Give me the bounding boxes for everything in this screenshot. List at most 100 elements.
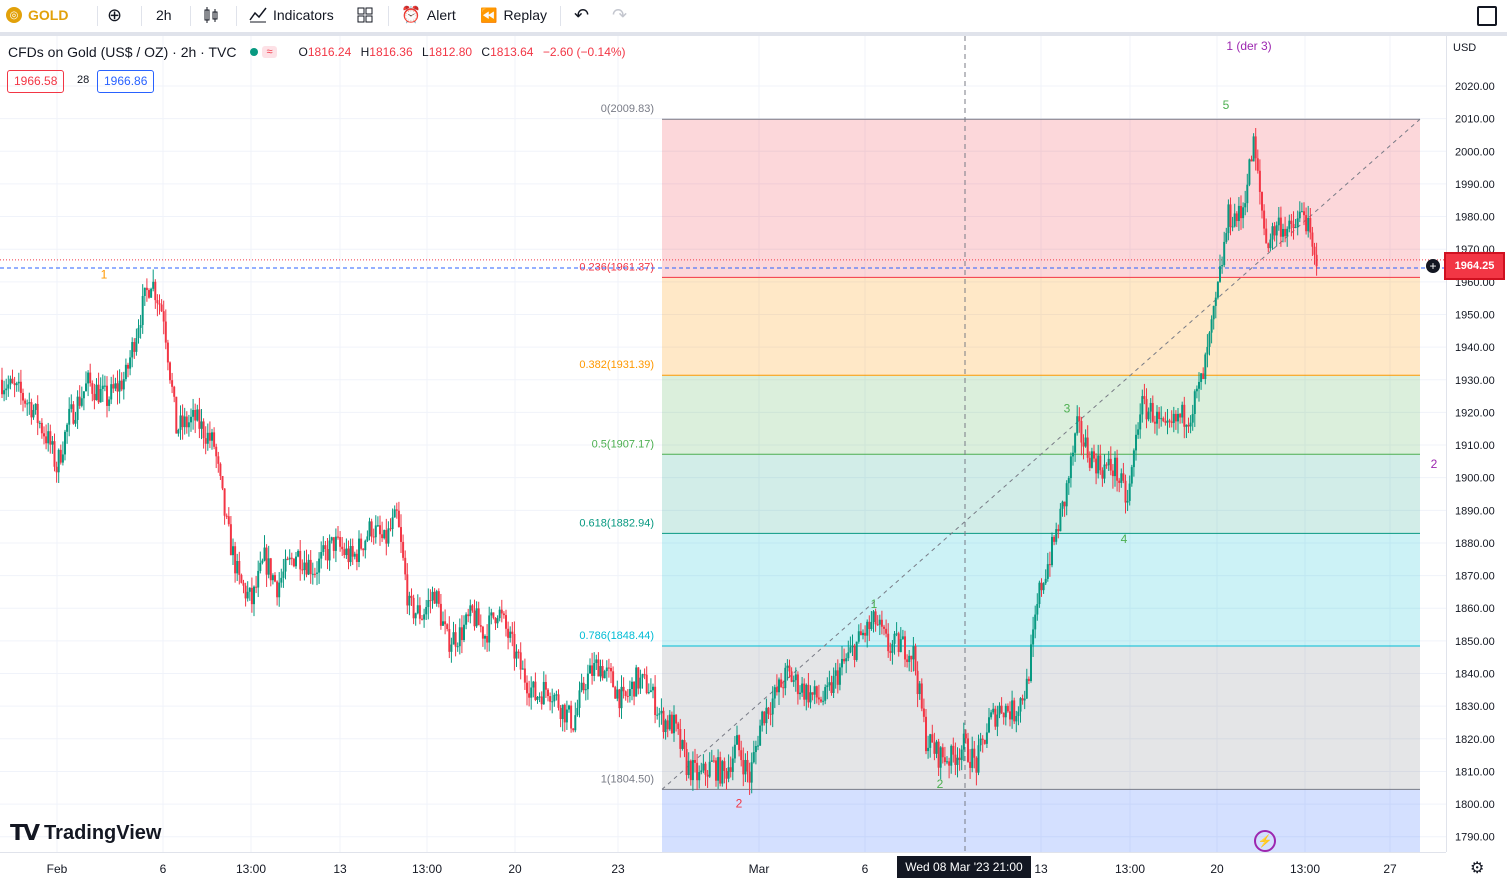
candle-body <box>857 631 860 642</box>
interval-button[interactable]: 2h <box>156 0 172 30</box>
candle-body <box>1086 437 1089 458</box>
candle-body <box>122 379 125 390</box>
candle-body <box>488 615 491 643</box>
wave-label: 1 <box>871 597 878 611</box>
candle-body <box>616 689 619 699</box>
symbol-button[interactable]: ◎ GOLD <box>6 0 68 30</box>
candle-body <box>318 558 321 573</box>
candle-body <box>498 609 501 619</box>
candle-body <box>698 772 701 781</box>
candle-body <box>150 288 153 298</box>
candle-body <box>1258 170 1261 192</box>
candle-body <box>1208 332 1211 347</box>
candle-body <box>80 398 83 406</box>
candle-body <box>704 763 707 775</box>
candle-body <box>1303 211 1305 216</box>
candle-body <box>899 639 902 653</box>
candle-body <box>152 281 155 289</box>
candle-body <box>431 591 434 601</box>
candle-body <box>99 388 102 403</box>
candles-icon[interactable] <box>202 0 220 30</box>
candle-body <box>687 760 690 776</box>
tradingview-logo[interactable]: 𝗧𝗩 TradingView <box>10 820 162 846</box>
fib-level-label: 0.786(1848.44) <box>579 630 654 642</box>
candle-body <box>1130 467 1133 484</box>
candle-body <box>809 692 812 703</box>
candle-body <box>177 429 180 434</box>
candle-body <box>1111 470 1114 477</box>
candle-body <box>668 714 671 730</box>
fullscreen-icon[interactable] <box>1477 6 1497 26</box>
price-tick-label: 1790.00 <box>1455 832 1495 844</box>
redo-icon[interactable]: ↷ <box>612 4 628 25</box>
candle-body <box>824 687 827 701</box>
candle-body <box>679 729 682 749</box>
bid-button[interactable]: 1966.58 <box>7 70 65 93</box>
candle-body <box>219 463 222 476</box>
candle-body <box>1118 480 1121 483</box>
candle-body <box>740 750 743 761</box>
candle-body <box>22 392 24 401</box>
candle-body <box>807 684 810 703</box>
candle-body <box>893 633 896 644</box>
candle-body <box>1059 508 1062 532</box>
candle-body <box>17 381 20 384</box>
candle-body <box>423 614 426 620</box>
candle-body <box>187 422 190 428</box>
candle-body <box>467 614 470 617</box>
candle-body <box>784 667 787 689</box>
candle-body <box>1185 424 1188 427</box>
price-tick-label: 2000.00 <box>1455 146 1495 158</box>
candle-body <box>834 670 837 676</box>
price-axis[interactable]: 2020.00 2010.00 2000.00 1990.00 1980.00 1970.… <box>1446 36 1507 852</box>
ask-button[interactable]: 1966.86 <box>97 70 155 93</box>
alert-button[interactable]: ⏰ Alert <box>401 0 456 30</box>
compare-add-icon[interactable]: ⊕ <box>107 4 123 25</box>
indicators-button[interactable]: Indicators <box>249 0 334 30</box>
candle-body <box>1244 203 1247 208</box>
candle-body <box>78 396 81 406</box>
candle-body <box>1233 213 1236 227</box>
candle-body <box>754 746 757 753</box>
candle-body <box>456 646 459 648</box>
candle-body <box>983 739 986 744</box>
candle-body <box>931 734 934 743</box>
candle-body <box>179 415 182 430</box>
settings-gear-icon[interactable]: ⚙ <box>1470 860 1485 877</box>
candle-body <box>479 625 482 627</box>
candle-body <box>141 296 144 326</box>
undo-icon[interactable]: ↶ <box>574 4 590 25</box>
candle-body <box>1151 402 1154 422</box>
candle-body <box>221 475 224 489</box>
chart-pane[interactable]: 0(2009.83) 0.236(1961.37) 0.382(1931.39) 0.… <box>0 36 1446 852</box>
price-tick-label: 1870.00 <box>1455 571 1495 583</box>
add-alert-plus-icon[interactable]: + <box>1426 259 1440 273</box>
candle-body <box>521 668 524 670</box>
candle-body <box>448 629 451 652</box>
layouts-icon[interactable] <box>356 0 374 30</box>
candle-body <box>847 652 850 659</box>
candle-body <box>813 686 816 695</box>
candle-body <box>64 431 66 455</box>
candle-body <box>719 757 722 784</box>
candle-body <box>771 698 774 715</box>
candle-body <box>7 384 10 389</box>
candle-body <box>639 677 642 689</box>
candle-body <box>49 431 52 445</box>
time-axis[interactable]: Feb 6 13:00 13 13:00 20 23 Mar 6 13 13:00 20 13:00 27 <box>0 852 1446 885</box>
candle-body <box>1143 396 1146 399</box>
logo-text: TradingView <box>44 821 162 844</box>
time-tick-label: 13 <box>333 862 347 876</box>
candle-body <box>1074 433 1077 453</box>
price-tick-label: 1930.00 <box>1455 375 1495 387</box>
candle-body <box>769 713 772 715</box>
lightning-icon[interactable]: ⚡ <box>1254 830 1276 852</box>
candle-body <box>76 396 79 420</box>
candle-body <box>307 559 310 575</box>
candle-body <box>998 705 1001 715</box>
candle-body <box>1198 381 1200 389</box>
candle-body <box>234 546 237 574</box>
replay-button[interactable]: ⏪ Replay <box>480 0 547 30</box>
candle-body <box>574 715 577 731</box>
currency-label[interactable]: USD <box>1453 42 1477 54</box>
